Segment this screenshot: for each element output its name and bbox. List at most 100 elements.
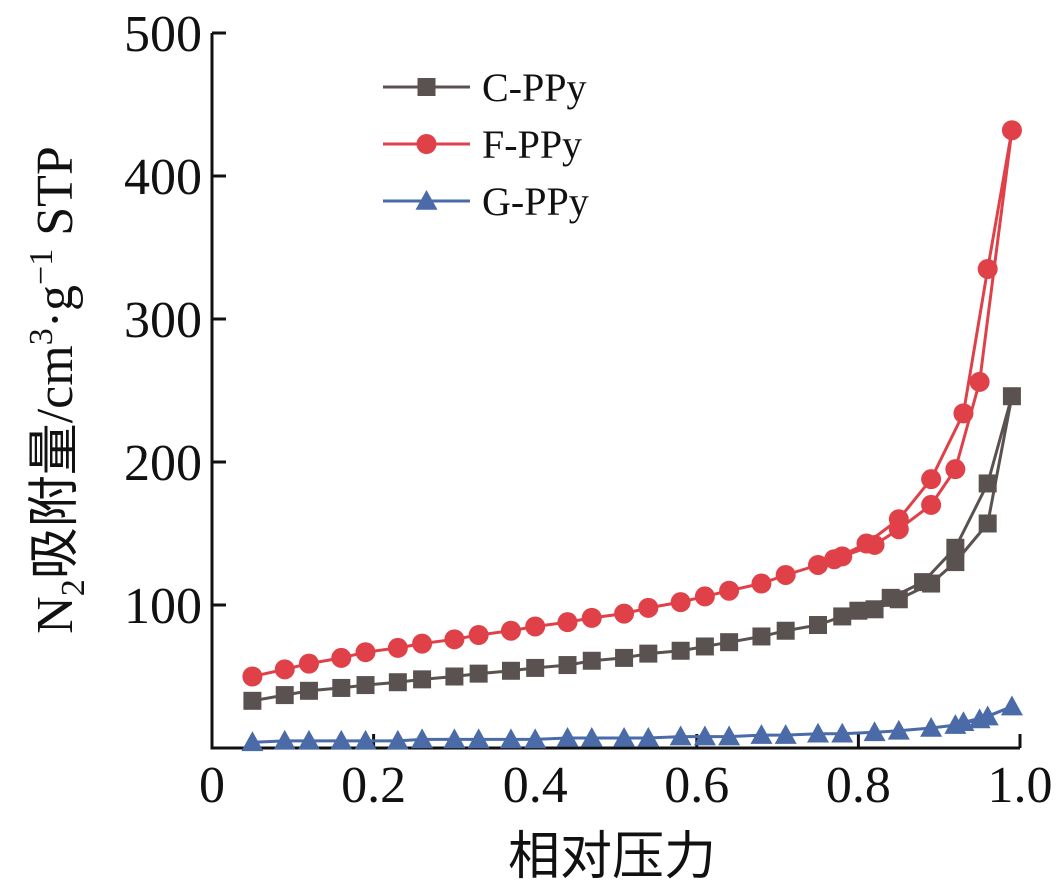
data-point: [831, 722, 854, 743]
legend-marker: [415, 190, 438, 210]
legend-item-f-ppy: F-PPy: [383, 122, 582, 167]
data-point: [865, 600, 884, 619]
data-point: [856, 533, 877, 554]
data-point: [331, 647, 352, 668]
y-axis-title-superscript-1: 3: [23, 328, 60, 345]
data-point: [751, 573, 772, 594]
data-point: [807, 722, 829, 743]
data-point: [881, 588, 900, 607]
data-point: [444, 629, 465, 650]
series-layer: [241, 120, 1023, 752]
data-point: [412, 633, 433, 654]
data-point: [752, 627, 771, 646]
data-point: [638, 597, 659, 618]
data-point: [969, 371, 990, 392]
data-point: [888, 509, 909, 530]
data-point: [824, 549, 845, 570]
y-tick-label: 200: [124, 435, 202, 492]
legend-item-c-ppy: C-PPy: [383, 65, 587, 110]
data-point: [299, 681, 318, 700]
x-tick-label: 0.2: [341, 757, 406, 814]
x-tick-label: 0.8: [826, 757, 891, 814]
data-point: [808, 554, 828, 575]
legend-label: F-PPy: [482, 122, 582, 167]
data-point: [774, 724, 797, 744]
legend-marker: [416, 134, 437, 154]
data-point: [581, 607, 602, 628]
data-point: [242, 666, 263, 687]
data-point: [1000, 695, 1023, 716]
data-point: [332, 678, 351, 697]
data-point: [445, 667, 464, 686]
data-point: [953, 403, 974, 424]
data-point: [499, 728, 522, 749]
data-point: [558, 656, 577, 675]
x-tick-label: 1.0: [988, 757, 1053, 814]
data-point: [976, 705, 999, 726]
data-point: [669, 725, 692, 746]
data-point: [695, 637, 714, 656]
data-point: [297, 729, 320, 750]
y-tick-label: 400: [124, 149, 202, 206]
y-axis-title-suffix: STP: [27, 146, 84, 249]
data-point: [833, 607, 852, 626]
data-point: [693, 725, 716, 746]
series-line: [252, 128, 1014, 678]
data-point: [946, 538, 965, 557]
data-point: [914, 573, 933, 592]
data-point: [557, 612, 578, 633]
data-point: [1001, 120, 1022, 141]
data-point: [887, 719, 910, 740]
y-tick-label: 300: [124, 292, 202, 349]
data-point: [241, 731, 264, 752]
y-axis-title-subscript: 2: [55, 579, 92, 596]
data-point: [243, 691, 262, 710]
data-point: [411, 728, 434, 749]
legend-label: G-PPy: [482, 179, 589, 224]
data-point: [615, 648, 634, 667]
x-tick-label: 0.4: [503, 757, 568, 814]
data-point: [356, 676, 375, 695]
x-axis-title: 相对压力: [508, 829, 716, 886]
legend-label: C-PPy: [482, 65, 587, 110]
data-point: [719, 580, 740, 601]
data-point: [273, 729, 296, 750]
data-point: [694, 586, 715, 607]
data-point: [526, 658, 545, 677]
legend-item-g-ppy: G-PPy: [383, 179, 589, 224]
data-point: [750, 724, 773, 744]
data-point: [945, 459, 966, 480]
data-point: [468, 625, 489, 646]
data-point: [670, 592, 691, 613]
y-axis-title-main: 吸附量/cm: [27, 345, 84, 579]
data-point: [613, 726, 636, 747]
data-point: [387, 637, 408, 658]
data-point: [849, 601, 868, 620]
data-point: [946, 553, 965, 572]
y-axis-title-mid: ·g: [27, 285, 84, 328]
data-point: [809, 616, 827, 635]
data-point: [1002, 387, 1021, 406]
data-point: [298, 653, 319, 674]
axes: 0 0.2 0.4 0.6 0.8 1.0 100 200 300 400 500: [124, 6, 1053, 814]
y-tick-label: 500: [124, 6, 202, 63]
data-point: [977, 258, 998, 279]
data-point: [776, 621, 795, 640]
y-tick-label: 100: [124, 578, 202, 635]
data-point: [275, 686, 294, 705]
data-point: [501, 661, 520, 680]
data-point: [413, 670, 432, 689]
data-point: [775, 564, 796, 585]
data-point: [580, 726, 603, 747]
y-axis-title: N2吸附量/cm3·g−1 STP: [23, 146, 92, 634]
data-point: [671, 641, 690, 660]
data-point: [920, 716, 943, 737]
x-tick-label: 0: [199, 757, 225, 814]
data-point: [978, 474, 997, 493]
data-point: [500, 620, 521, 641]
data-point: [921, 469, 942, 490]
data-point: [469, 664, 488, 683]
data-point: [388, 673, 407, 692]
data-point: [355, 642, 376, 663]
